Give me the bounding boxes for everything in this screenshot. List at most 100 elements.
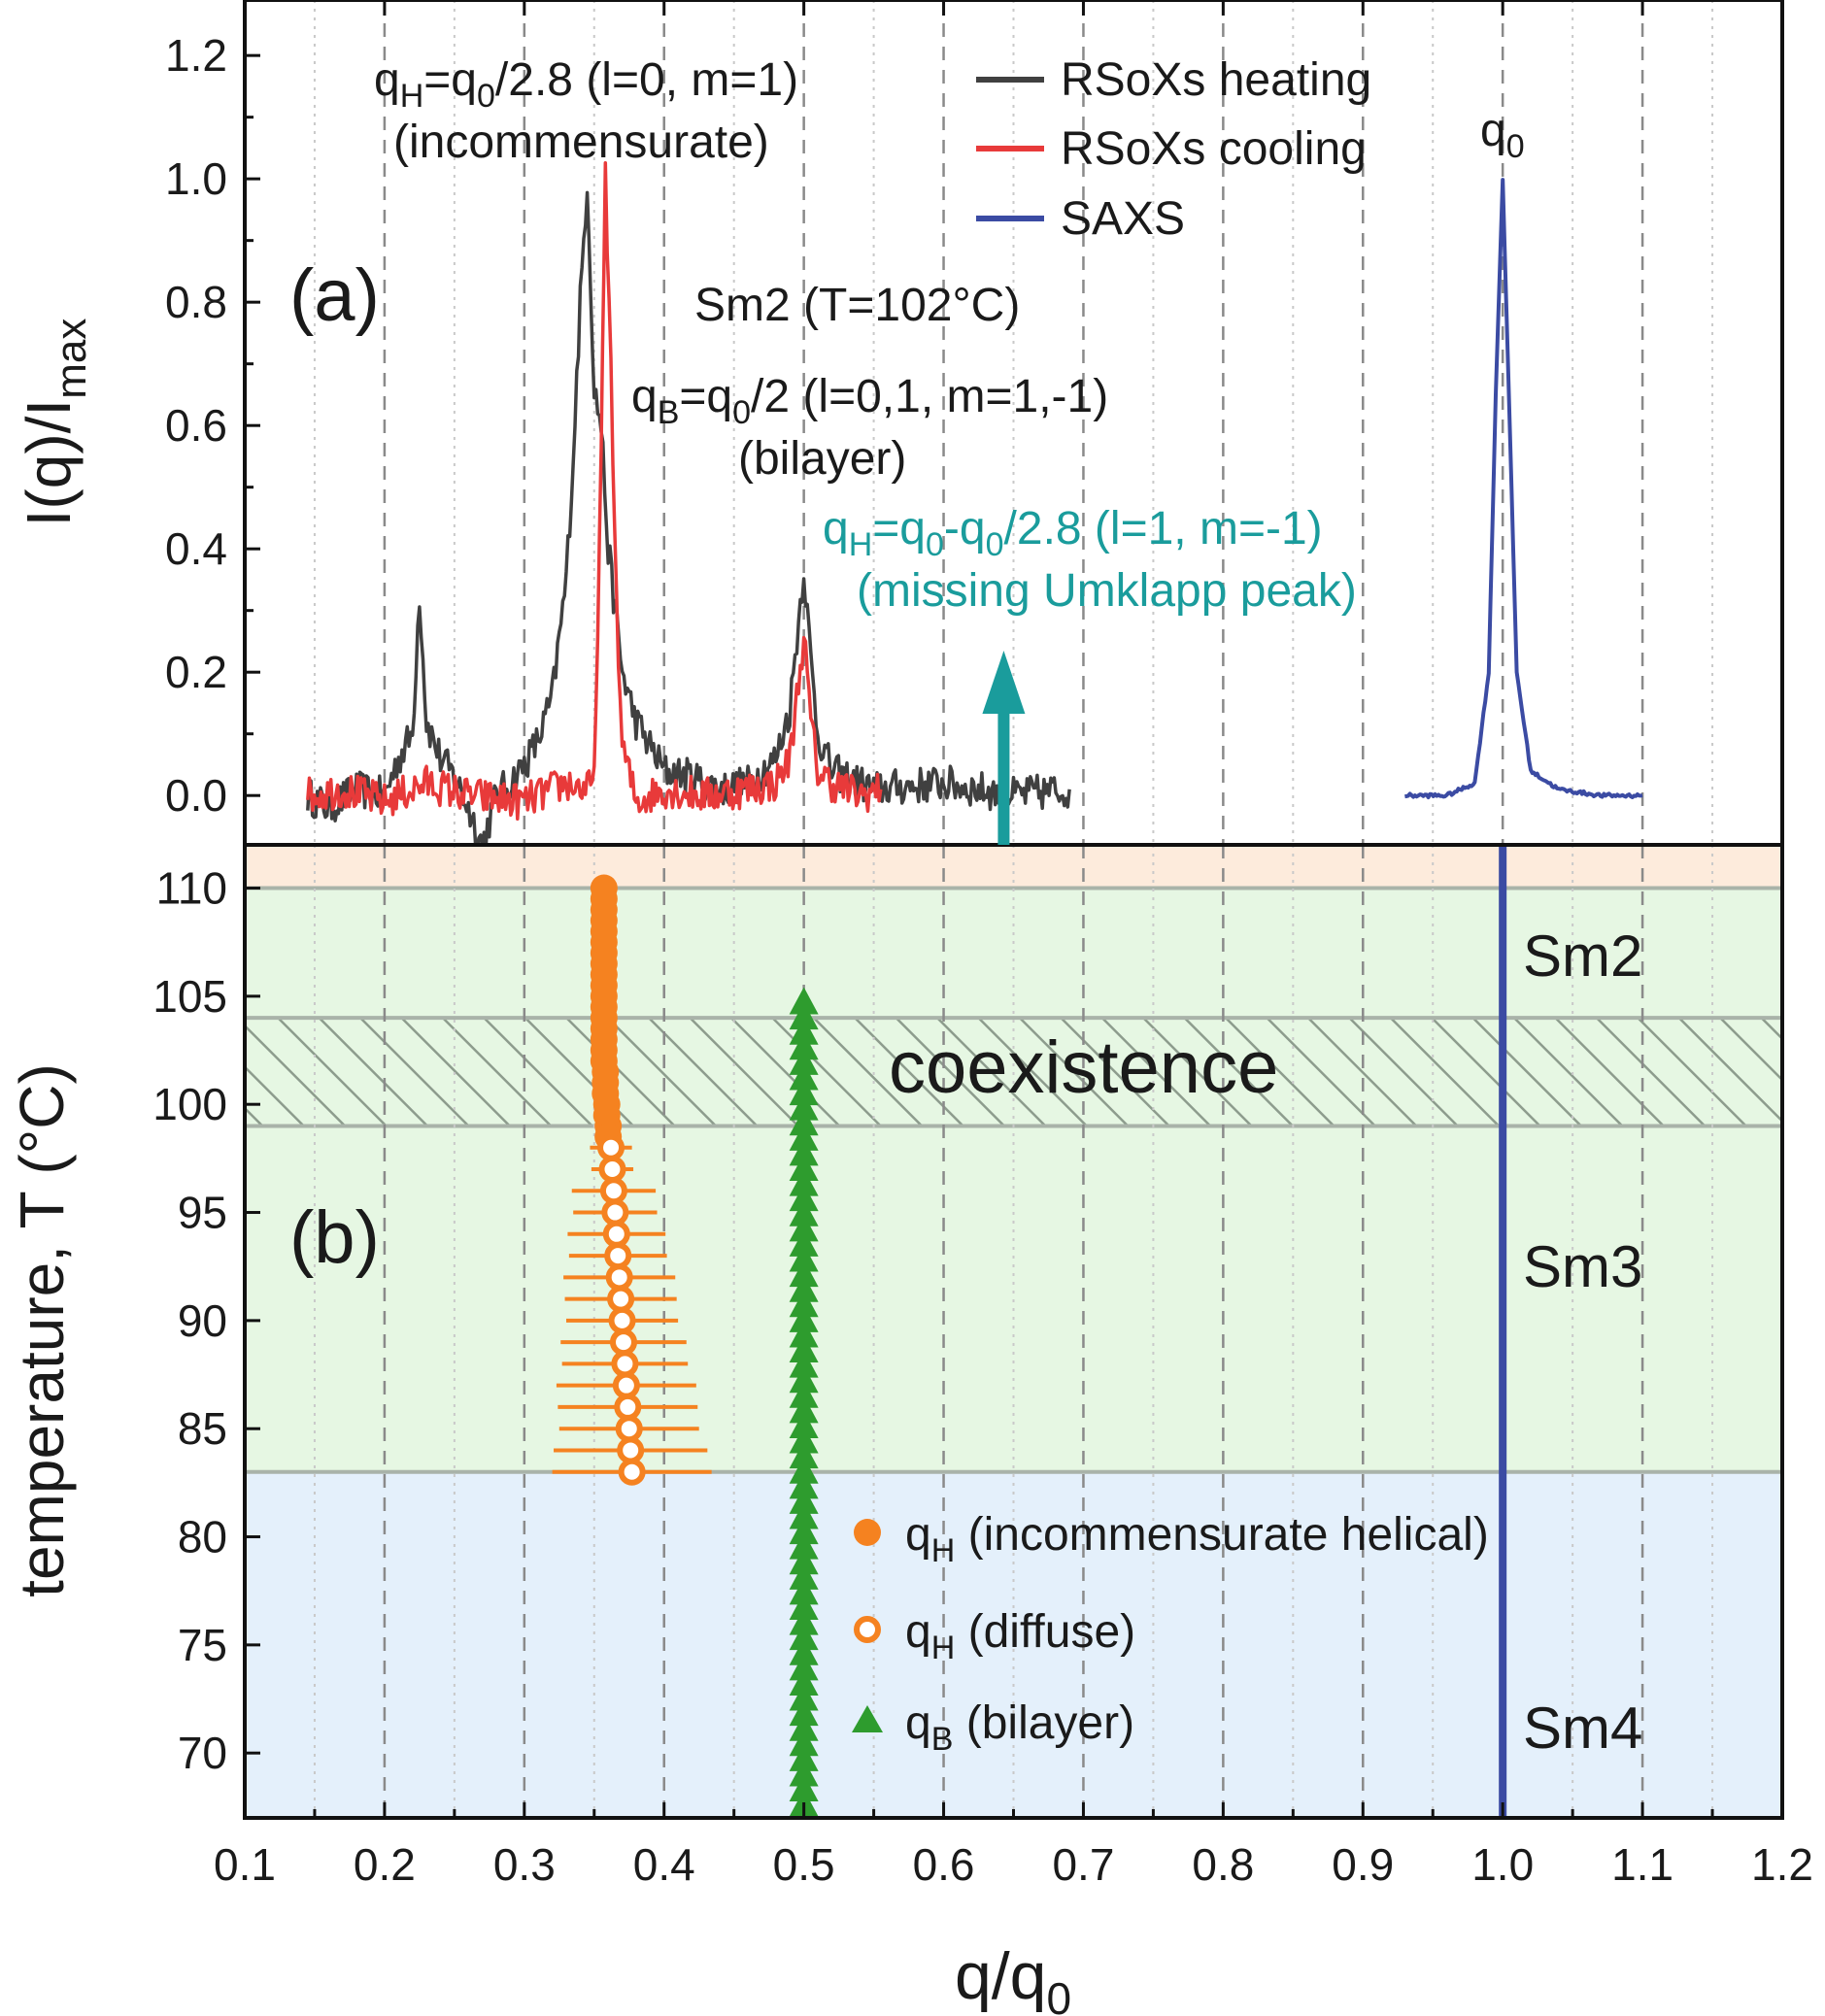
xtick-label: 1.2 xyxy=(1751,1839,1813,1890)
point-qb-bilayer xyxy=(789,1032,819,1060)
point-qb-bilayer xyxy=(789,1184,819,1212)
annotation-incommensurate: (incommensurate) xyxy=(393,117,769,168)
panel-a-ylabel: I(q)/Imax xyxy=(14,319,95,527)
umklapp-arrow xyxy=(982,651,1026,845)
point-qb-bilayer xyxy=(789,1593,819,1621)
point-qb-bilayer xyxy=(789,1062,819,1091)
panel-a-grid xyxy=(313,0,1714,845)
panel-a-label: (a) xyxy=(289,254,380,337)
point-qb-bilayer xyxy=(789,1092,819,1121)
point-qb-bilayer xyxy=(789,1759,819,1787)
ytick-label: 110 xyxy=(156,863,227,914)
point-qb-bilayer xyxy=(789,1304,819,1332)
annotation-umklapp: qH=q0-q0/2.8 (l=1, m=-1) xyxy=(823,503,1323,563)
ytick-label: 1.2 xyxy=(165,30,227,81)
legend-label-qh-diffuse: qH (diffuse) xyxy=(905,1606,1135,1666)
point-qh-diffuse xyxy=(618,1458,646,1486)
ytick-label: 1.0 xyxy=(165,153,227,204)
ytick-label: 100 xyxy=(152,1079,227,1129)
point-qh-diffuse xyxy=(601,1198,629,1226)
point-qb-bilayer xyxy=(789,1138,819,1166)
point-qb-bilayer xyxy=(789,1214,819,1242)
umklapp-arrow-head xyxy=(982,651,1026,714)
panel-b-legend: qH (incommensurate helical) qH (diffuse)… xyxy=(852,1509,1489,1758)
x-axis-label: q/q0 xyxy=(955,1939,1071,2016)
annotation-qh-incommensurate: qH=q0/2.8 (l=0, m=1) xyxy=(374,54,798,115)
region-label-sm3: Sm3 xyxy=(1523,1234,1642,1299)
point-qb-bilayer xyxy=(789,1244,819,1272)
point-qb-bilayer xyxy=(789,1168,819,1196)
ytick-label: 0.4 xyxy=(165,523,227,574)
point-qb-bilayer xyxy=(789,1683,819,1711)
point-qb-bilayer xyxy=(789,1426,819,1454)
point-qh-diffuse xyxy=(614,1393,642,1421)
region-label-sm2: Sm2 xyxy=(1523,924,1642,989)
point-qb-bilayer xyxy=(789,1698,819,1727)
xtick-label: 0.6 xyxy=(913,1839,975,1890)
legend-marker-triangle xyxy=(852,1705,883,1732)
curve-saxs xyxy=(1404,178,1643,800)
point-qb-bilayer xyxy=(789,1274,819,1302)
annotation-q0: q0 xyxy=(1480,105,1525,165)
annotation-qb-bilayer: qB=q0/2 (l=0,1, m=1,-1) xyxy=(631,371,1108,431)
legend-marker-open-circle xyxy=(854,1616,881,1643)
xtick-label: 0.3 xyxy=(493,1839,556,1890)
point-qb-bilayer xyxy=(789,1365,819,1394)
xtick-label: 1.1 xyxy=(1611,1839,1673,1890)
point-qb-bilayer xyxy=(789,1456,819,1484)
point-qb-bilayer xyxy=(789,1078,819,1106)
point-qb-bilayer xyxy=(789,1501,819,1529)
point-qh-diffuse xyxy=(597,1133,625,1161)
point-qb-bilayer xyxy=(789,1486,819,1514)
panel-b-series xyxy=(552,874,819,1817)
annotation-bilayer: (bilayer) xyxy=(738,433,906,485)
panel-a-ticks: 0.0 0.2 0.4 0.6 0.8 1.0 1.2 xyxy=(165,0,1784,821)
point-qh-diffuse xyxy=(612,1371,640,1399)
point-qb-bilayer xyxy=(789,1335,819,1363)
point-qb-bilayer xyxy=(789,1517,819,1545)
legend-label-qb-bilayer: qB (bilayer) xyxy=(905,1697,1134,1758)
xtick-label: 0.5 xyxy=(773,1839,835,1890)
legend-marker-filled-circle xyxy=(854,1519,881,1546)
point-qb-bilayer xyxy=(789,1607,819,1635)
point-qb-bilayer xyxy=(789,1154,819,1181)
point-qb-bilayer xyxy=(789,1441,819,1469)
legend-label-saxs: SAXS xyxy=(1061,193,1185,245)
point-qh-diffuse xyxy=(599,1177,627,1205)
xtick-label: 0.7 xyxy=(1052,1839,1114,1890)
ytick-label: 105 xyxy=(152,971,227,1022)
annotation-sm2-temperature: Sm2 (T=102°C) xyxy=(694,280,1020,331)
point-qb-bilayer xyxy=(789,1350,819,1378)
point-qb-bilayer xyxy=(789,1410,819,1438)
xtick-label: 0.1 xyxy=(214,1839,276,1890)
phase-regions xyxy=(245,845,1782,1818)
point-qb-bilayer xyxy=(789,1395,819,1424)
ytick-label: 75 xyxy=(178,1620,227,1670)
point-qb-bilayer xyxy=(789,1123,819,1151)
panel-a-series xyxy=(306,161,1643,845)
point-qb-bilayer xyxy=(789,1290,819,1318)
point-qb-bilayer xyxy=(789,1653,819,1681)
point-qh-diffuse xyxy=(605,1263,633,1292)
ytick-label: 90 xyxy=(178,1295,227,1346)
point-qb-bilayer xyxy=(789,1228,819,1257)
point-qh-diffuse xyxy=(608,1306,636,1334)
panel-a-legend: RSoXs heating RSoXs cooling SAXS xyxy=(976,54,1371,245)
point-qb-bilayer xyxy=(789,1743,819,1771)
point-qb-bilayer xyxy=(789,1774,819,1802)
point-qb-bilayer xyxy=(789,1547,819,1575)
point-qb-bilayer xyxy=(789,1637,819,1665)
panel-b-ticks: 70 75 80 85 90 95 100 105 110 0.1 0.2 0.3 0.4 0.5 0.6 0… xyxy=(152,863,1813,1890)
panel-b-label: (b) xyxy=(289,1196,380,1279)
legend-label-heating: RSoXs heating xyxy=(1061,54,1371,106)
region-Sm4 xyxy=(245,1471,1782,1818)
point-qb-bilayer xyxy=(789,1713,819,1741)
ytick-label: 0.2 xyxy=(165,647,227,697)
point-qb-bilayer xyxy=(789,1198,819,1226)
legend-label-qh-helical: qH (incommensurate helical) xyxy=(905,1509,1489,1569)
curve-rsoxs-cooling xyxy=(306,161,883,822)
xtick-label: 0.4 xyxy=(633,1839,695,1890)
point-qb-bilayer xyxy=(789,1047,819,1075)
point-qb-bilayer xyxy=(789,1531,819,1560)
